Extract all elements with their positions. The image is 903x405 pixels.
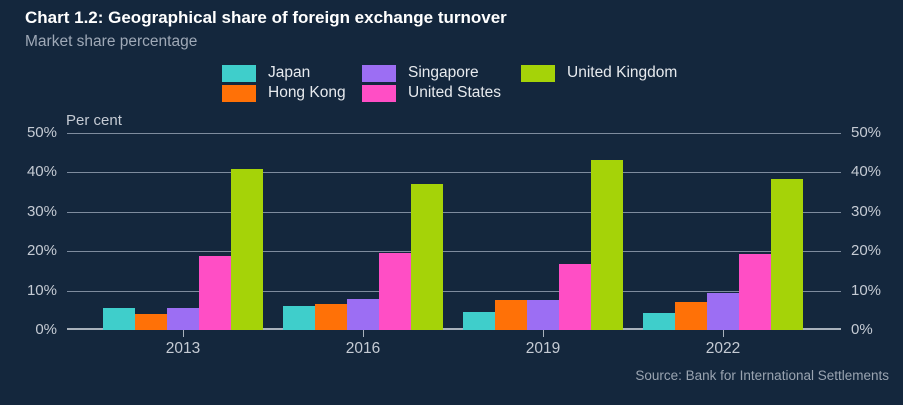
x-axis-tick-2016 [363, 330, 364, 337]
y-axis-unit-label: Per cent [66, 112, 122, 129]
legend-column-2: Singapore United States [362, 63, 501, 103]
gridline-50% [67, 133, 841, 134]
bar-hong-kong-2022 [675, 302, 707, 330]
legend-column-3: United Kingdom [521, 63, 677, 83]
bar-singapore-2019 [527, 300, 559, 330]
legend-swatch-united-kingdom [521, 64, 555, 82]
legend-swatch-hong-kong [222, 84, 256, 102]
y-axis-left-tick-50%: 50% [26, 124, 57, 141]
bar-singapore-2022 [707, 293, 739, 330]
x-axis-label-2019: 2019 [525, 340, 561, 357]
bar-united-kingdom-2022 [771, 179, 803, 330]
bar-japan-2019 [463, 312, 495, 330]
chart-subtitle: Market share percentage [25, 33, 198, 50]
legend-column-1: Japan Hong Kong [222, 63, 346, 103]
gridline-20% [67, 251, 841, 252]
bar-hong-kong-2019 [495, 300, 527, 330]
gridline-10% [67, 291, 841, 292]
y-axis-right-tick-20%: 20% [851, 242, 882, 259]
y-axis-left-tick-0%: 0% [35, 321, 57, 338]
x-axis-label-2022: 2022 [705, 340, 741, 357]
bar-united-states-2019 [559, 264, 591, 330]
legend-swatch-japan [222, 64, 256, 82]
legend-label-singapore: Singapore [408, 64, 479, 81]
legend-swatch-united-states [362, 84, 396, 102]
bar-singapore-2016 [347, 299, 379, 330]
y-axis-left-tick-40%: 40% [26, 163, 57, 180]
gridline-40% [67, 172, 841, 173]
chart-title: Chart 1.2: Geographical share of foreign… [25, 8, 507, 27]
legend-item-united-states: United States [362, 83, 501, 103]
bar-united-states-2022 [739, 254, 771, 330]
bar-united-kingdom-2019 [591, 160, 623, 330]
gridline-30% [67, 212, 841, 213]
bar-japan-2016 [283, 306, 315, 330]
legend-swatch-singapore [362, 64, 396, 82]
y-axis-right-tick-10%: 10% [851, 282, 882, 299]
y-axis-left-tick-20%: 20% [26, 242, 57, 259]
legend-item-hong-kong: Hong Kong [222, 83, 346, 103]
y-axis-right-tick-0%: 0% [851, 321, 873, 338]
x-axis-label-2016: 2016 [345, 340, 381, 357]
bar-hong-kong-2016 [315, 304, 347, 330]
legend-label-united-states: United States [408, 84, 502, 101]
x-axis-label-2013: 2013 [165, 340, 201, 357]
bar-japan-2022 [643, 313, 675, 330]
bar-singapore-2013 [167, 308, 199, 330]
x-axis-tick-2013 [183, 330, 184, 337]
y-axis-left-tick-30%: 30% [26, 203, 57, 220]
y-axis-right-tick-40%: 40% [851, 163, 882, 180]
bar-united-kingdom-2013 [231, 169, 263, 330]
legend-item-japan: Japan [222, 63, 346, 83]
y-axis-right-tick-30%: 30% [851, 203, 882, 220]
x-axis-tick-2022 [723, 330, 724, 337]
legend-label-hong-kong: Hong Kong [268, 84, 346, 101]
bar-hong-kong-2013 [135, 314, 167, 330]
bar-united-states-2016 [379, 253, 411, 330]
bar-japan-2013 [103, 308, 135, 330]
gridline-0% [67, 328, 841, 330]
plot-area [67, 133, 841, 330]
source-note: Source: Bank for International Settlemen… [635, 368, 889, 383]
legend-item-united-kingdom: United Kingdom [521, 63, 677, 83]
legend-label-japan: Japan [268, 64, 311, 81]
y-axis-left-tick-10%: 10% [26, 282, 57, 299]
legend-label-united-kingdom: United Kingdom [567, 64, 678, 81]
bar-united-states-2013 [199, 256, 231, 330]
y-axis-right-tick-50%: 50% [851, 124, 882, 141]
bar-united-kingdom-2016 [411, 184, 443, 330]
legend-item-singapore: Singapore [362, 63, 501, 83]
x-axis-tick-2019 [543, 330, 544, 337]
